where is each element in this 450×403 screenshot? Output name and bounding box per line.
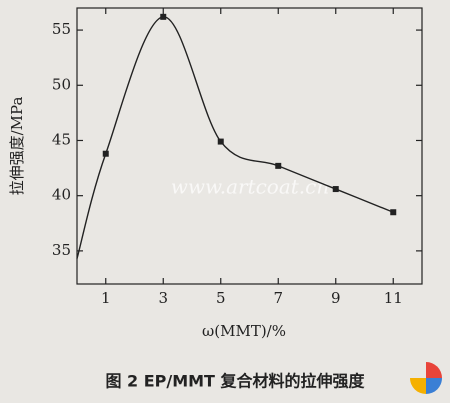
x-tick-label: 1 — [101, 289, 111, 307]
watermark: www.artcoat.cn — [171, 175, 330, 199]
x-tick-label: 3 — [158, 289, 168, 307]
plot-frame — [76, 7, 423, 285]
y-tick-label: 40 — [52, 186, 71, 204]
caption: 图 2 EP/MMT 复合材料的拉伸强度 — [105, 372, 365, 391]
marker — [160, 13, 167, 20]
y-tick-label: 45 — [52, 130, 71, 148]
line — [76, 16, 394, 259]
marker — [275, 162, 282, 169]
x-tick-label: 9 — [331, 289, 341, 307]
y-axis-title: 拉伸强度/MPa — [8, 97, 26, 196]
x-axis-title: ω(MMT)/% — [202, 322, 286, 340]
logo — [410, 362, 442, 394]
y-tick-label: 35 — [52, 241, 71, 259]
y-tick-label: 50 — [52, 75, 71, 93]
x-tick-label: 11 — [384, 289, 403, 307]
marker — [390, 209, 397, 216]
y-tick-label: 55 — [52, 20, 71, 38]
x-tick-label: 7 — [273, 289, 283, 307]
marker — [332, 186, 339, 193]
marker — [217, 138, 224, 145]
x-tick-label: 5 — [216, 289, 226, 307]
marker — [102, 150, 109, 157]
